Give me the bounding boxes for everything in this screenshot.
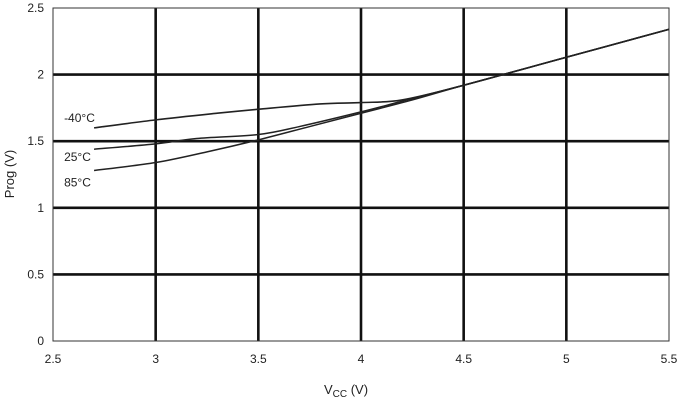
series-layer [93, 28, 670, 172]
y-tick-label: 0 [37, 334, 44, 348]
plot-frame [52, 7, 670, 342]
series-label: -40°C [64, 111, 95, 125]
x-tick-label: 4 [358, 352, 365, 366]
x-tick-label: 3.5 [250, 352, 267, 366]
x-tick-label: 3 [152, 352, 159, 366]
y-tick-label: 2 [37, 68, 44, 82]
series-labels: -40°C 25°C 85°C [64, 111, 95, 190]
x-tick-label: 2.5 [45, 352, 62, 366]
y-tick-label: 2.5 [27, 1, 44, 15]
x-tick-label: 4.5 [455, 352, 472, 366]
x-tick-label: 5 [563, 352, 570, 366]
x-axis-label: VCC (V) [324, 382, 368, 400]
series-label: 85°C [64, 176, 91, 190]
y-axis-label: Prog (V) [2, 150, 17, 198]
series-label: 25°C [64, 150, 91, 164]
series-line [93, 28, 670, 172]
y-tick-label: 1 [37, 201, 44, 215]
y-tick-label: 1.5 [27, 134, 44, 148]
x-tick-label: 5.5 [661, 352, 678, 366]
y-tick-labels: 0 0.5 1 1.5 2 2.5 [27, 1, 44, 348]
y-tick-label: 0.5 [27, 267, 44, 281]
series-line [94, 28, 670, 150]
series-line [93, 28, 670, 129]
chart-grid [52, 7, 670, 342]
x-tick-labels: 2.5 3 3.5 4 4.5 5 5.5 [45, 352, 678, 366]
